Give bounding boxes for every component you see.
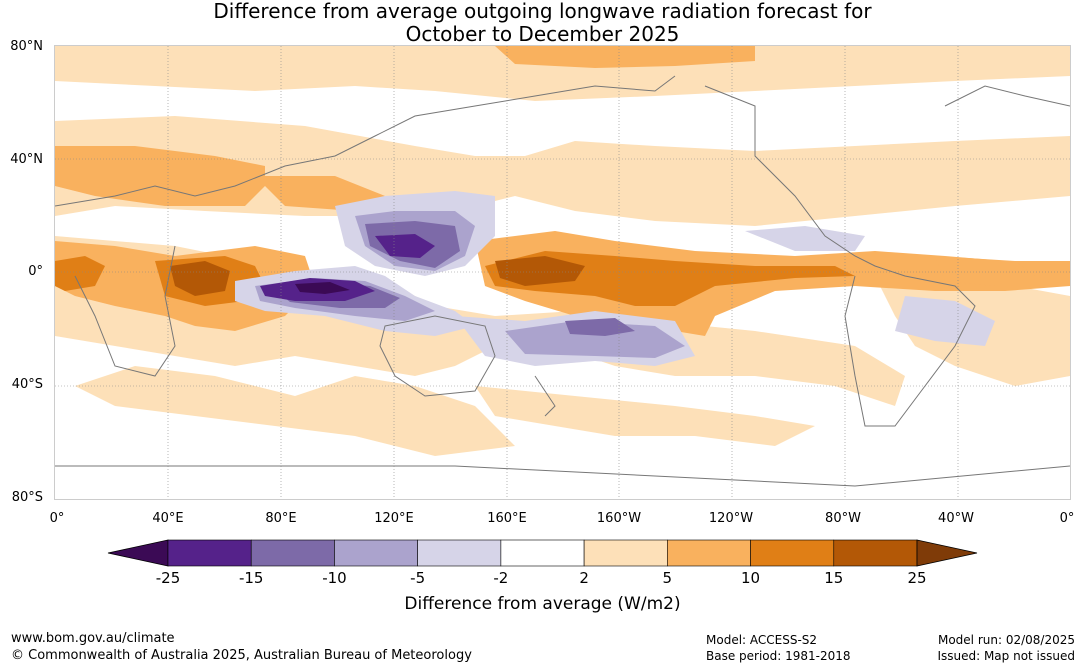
- footer-base-period: Base period: 1981-2018: [706, 649, 851, 663]
- colorbar-swatch: [500, 539, 585, 567]
- colorbar-tick-label: 10: [741, 569, 761, 587]
- colorbar-swatch: [583, 539, 668, 567]
- lon-label-0-left: 0°: [49, 511, 65, 526]
- colorbar-swatch: [250, 539, 335, 567]
- colorbar-tick-label: -5: [410, 569, 426, 587]
- footer-website: www.bom.gov.au/climate: [11, 631, 175, 646]
- colorbar-tick-label: 2: [579, 569, 589, 587]
- colorbar-tick-label: -25: [155, 569, 181, 587]
- footer-model: Model: ACCESS-S2: [706, 633, 818, 647]
- colorbar-tick-label: 25: [907, 569, 927, 587]
- olr-anomaly-map: [54, 45, 1071, 500]
- lon-label-120w: 120°W: [708, 511, 754, 526]
- footer-copyright: © Commonwealth of Australia 2025, Austra…: [11, 648, 472, 663]
- colorbar-title: Difference from average (W/m2): [404, 594, 681, 614]
- footer-issued: Issued: Map not issued: [937, 649, 1075, 663]
- colorbar-swatch: [167, 539, 252, 567]
- lon-label-40w: 40°W: [938, 511, 974, 526]
- title-line-2: October to December 2025: [405, 22, 680, 46]
- lat-label-80s: 80°S: [11, 490, 43, 505]
- title-line-1: Difference from average outgoing longwav…: [213, 0, 872, 23]
- anomaly-fill-darkest-purple: [295, 282, 350, 294]
- colorbar-tick-label: -10: [322, 569, 347, 587]
- colorbar-arrow-low: [107, 539, 169, 567]
- lon-label-80e: 80°E: [265, 511, 297, 526]
- colorbar-swatch: [833, 539, 918, 567]
- colorbar-swatches: [107, 539, 978, 567]
- lon-label-0-right: 0°: [1059, 511, 1075, 526]
- graticule: [55, 46, 1070, 499]
- lon-label-80w: 80°W: [825, 511, 861, 526]
- map-title: Difference from average outgoing longwav…: [0, 0, 1085, 46]
- lon-label-160w: 160°W: [596, 511, 642, 526]
- colorbar-swatch: [667, 539, 751, 567]
- footer-model-run: Model run: 02/08/2025: [937, 633, 1075, 647]
- colorbar-arrow-high: [916, 539, 978, 567]
- lon-label-40e: 40°E: [152, 511, 184, 526]
- lat-label-80n: 80°N: [10, 39, 43, 54]
- lon-label-160e: 160°E: [487, 511, 527, 526]
- colorbar-tick-label: -15: [238, 569, 264, 587]
- lat-label-40n: 40°N: [10, 152, 43, 167]
- lon-label-120e: 120°E: [374, 511, 414, 526]
- anomaly-fill-brown: [170, 256, 585, 296]
- colorbar-tick-label: -2: [493, 569, 509, 587]
- colorbar-swatch: [750, 539, 835, 567]
- colorbar-tick-label: 5: [662, 569, 673, 587]
- colorbar-tick-label: 15: [824, 569, 844, 587]
- lat-label-equator: 0°: [28, 264, 43, 279]
- map-canvas: [55, 46, 1070, 499]
- colorbar-swatch: [417, 539, 502, 567]
- colorbar-swatch: [334, 539, 418, 567]
- lat-label-40s: 40°S: [11, 377, 43, 392]
- coastlines: [55, 75, 1070, 487]
